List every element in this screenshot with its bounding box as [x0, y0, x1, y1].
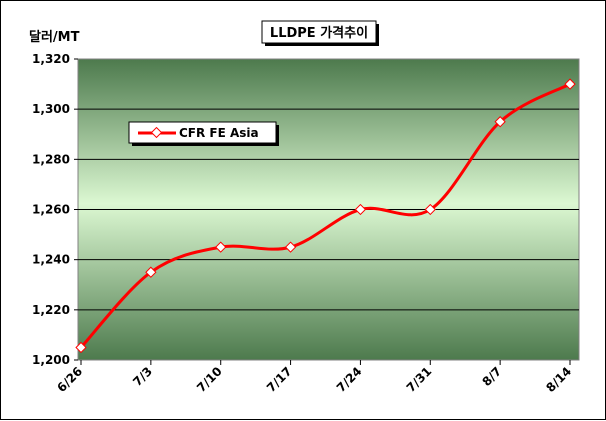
grid-lines	[78, 108, 579, 311]
chart-title-box: LLDPE 가격추이	[261, 20, 379, 46]
x-tick-label: 7/3	[130, 364, 155, 389]
x-tick-label: 6/26	[54, 364, 85, 395]
x-tick-label: 7/31	[404, 364, 435, 395]
data-point-marker	[424, 203, 436, 216]
y-tick-label: 1,240	[32, 253, 70, 267]
data-point-marker	[75, 341, 87, 354]
legend-marker-sample	[150, 126, 163, 139]
data-point-marker	[494, 116, 506, 128]
x-tick-label: 8/7	[479, 364, 504, 389]
x-tick-label: 7/17	[264, 364, 295, 395]
data-markers	[75, 78, 576, 354]
x-tick-label: 7/10	[194, 364, 225, 395]
y-tick-label: 1,200	[32, 353, 70, 367]
data-point-marker	[354, 203, 367, 216]
y-tick-label: 1,300	[32, 102, 70, 116]
y-tick-label: 1,260	[32, 203, 70, 217]
data-point-marker	[564, 78, 576, 90]
legend: CFR FE Asia	[128, 121, 279, 146]
data-point-marker	[284, 241, 297, 253]
data-point-marker	[145, 266, 157, 278]
data-point-marker	[215, 241, 227, 253]
x-axis-ticks: 6/26 7/3 7/10 7/17 7/24 7/31 8/7 8/14	[54, 360, 574, 395]
y-tick-label: 1,280	[32, 152, 70, 166]
y-axis-unit-label: 달러/MT	[29, 29, 80, 45]
y-tick-label: 1,220	[32, 303, 70, 317]
y-tick-label: 1,320	[32, 52, 70, 66]
x-tick-label: 7/24	[334, 364, 365, 395]
y-axis-ticks: 1,200 1,220 1,240 1,260 1,280 1,300 1,320	[32, 52, 78, 367]
x-tick-label: 8/14	[543, 364, 574, 395]
chart-title: LLDPE 가격추이	[270, 25, 368, 41]
legend-entry-cfr-fe-asia: CFR FE Asia	[179, 126, 259, 140]
